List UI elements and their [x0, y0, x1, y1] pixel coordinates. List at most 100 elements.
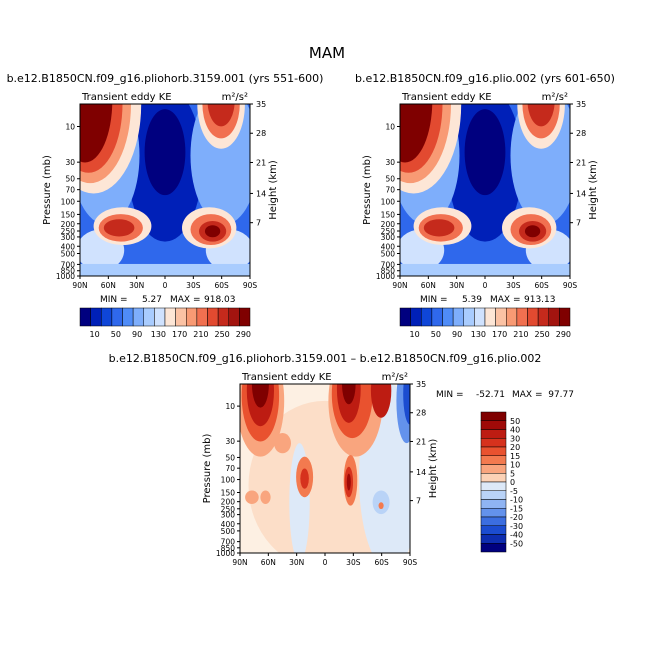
y-tick-label: 200 [381, 220, 396, 229]
y-right-tick-label: 35 [256, 100, 266, 109]
y-right-tick-label: 35 [416, 380, 426, 389]
colorbar-label: 210 [193, 330, 208, 339]
y-tick-label: 100 [381, 197, 396, 206]
y-tick-label: 400 [381, 242, 396, 251]
y-tick-label: 50 [65, 175, 75, 184]
variable-label: Transient eddy KE [241, 372, 332, 383]
x-tick-label: 90S [403, 558, 418, 567]
colorbar-swatch [480, 543, 507, 553]
y-tick-label: 70 [385, 186, 395, 195]
contour-level [378, 502, 384, 510]
colorbar-swatch [196, 307, 208, 327]
y-tick-label: 30 [385, 158, 395, 167]
y-tick-label: 50 [385, 175, 395, 184]
panel-1: b.e12.B1850CN.f09_g16.pliohorb.3159.001 … [7, 72, 324, 339]
y-tick-label: 700 [381, 260, 396, 269]
contour-level [245, 490, 259, 504]
contour-level [260, 490, 271, 504]
y-tick-label: 250 [61, 227, 76, 236]
colorbar-label: 10 [90, 330, 100, 339]
colorbar-swatch [239, 307, 251, 327]
y-tick-label: 500 [61, 249, 76, 258]
y-right-axis-label: Height (km) [268, 160, 279, 220]
colorbar-swatch [463, 307, 475, 327]
contour-level [400, 263, 570, 276]
colorbar-swatch [559, 307, 571, 327]
max-label: MAX = [512, 390, 543, 400]
x-tick-label: 60S [535, 281, 550, 290]
colorbar-swatch [399, 307, 411, 327]
colorbar-swatch [516, 307, 528, 327]
x-tick-label: 60N [261, 558, 276, 567]
colorbar-swatch [480, 534, 507, 544]
y-tick-label: 100 [221, 476, 236, 485]
y-tick-label: 100 [61, 197, 76, 206]
contour-level [80, 104, 113, 163]
colorbar-label: 0 [510, 478, 515, 487]
y-right-tick-label: 28 [576, 129, 586, 138]
colorbar-swatch [480, 490, 507, 500]
colorbar-swatch [228, 307, 240, 327]
colorbar-label: -20 [510, 513, 523, 522]
figure-title: MAM [309, 44, 345, 62]
y-right-tick-label: 21 [256, 158, 266, 167]
colorbar-label: 10 [510, 461, 520, 470]
x-tick-label: 0 [163, 281, 168, 290]
colorbar-swatch [548, 307, 560, 327]
y-right-tick-label: 28 [416, 409, 426, 418]
colorbar-swatch [154, 307, 166, 327]
contour-level [403, 384, 410, 425]
y-tick-label: 200 [221, 498, 236, 507]
colorbar-swatch [480, 481, 507, 491]
x-tick-label: 60S [215, 281, 230, 290]
x-tick-label: 30S [506, 281, 521, 290]
colorbar-swatch [410, 307, 422, 327]
min-value: 5.39 [462, 295, 482, 305]
x-tick-label: 90N [72, 281, 87, 290]
colorbar-label: 40 [510, 426, 520, 435]
units-label: m²/s² [222, 92, 248, 103]
colorbar-label: 90 [452, 330, 462, 339]
colorbar-label: 170 [492, 330, 507, 339]
contour-level [144, 109, 186, 196]
y-tick-label: 250 [221, 505, 236, 514]
colorbar-swatch [175, 307, 187, 327]
contour-level [274, 433, 291, 454]
colorbar-label: -15 [510, 504, 523, 513]
contour-level [370, 384, 392, 418]
y-axis-label: Pressure (mb) [362, 155, 373, 225]
colorbar-label: 20 [510, 443, 520, 452]
colorbar-swatch [480, 455, 507, 465]
colorbar-label: 210 [513, 330, 528, 339]
colorbar-label: 10 [410, 330, 420, 339]
min-value: 5.27 [142, 295, 162, 305]
colorbar-swatch [79, 307, 91, 327]
x-tick-label: 0 [483, 281, 488, 290]
min-value: -52.71 [476, 390, 505, 400]
y-right-tick-label: 14 [256, 189, 266, 198]
contour-level [342, 384, 356, 405]
colorbar-swatch [480, 525, 507, 535]
units-label: m²/s² [382, 372, 408, 383]
y-tick-label: 10 [385, 123, 395, 132]
units-label: m²/s² [542, 92, 568, 103]
y-tick-label: 1000 [216, 549, 235, 558]
y-tick-label: 400 [221, 520, 236, 529]
colorbar-swatch [217, 307, 229, 327]
colorbar-label: -10 [510, 496, 523, 505]
colorbar: 10 50 90 130 170 210 250 290 [399, 307, 571, 339]
y-tick-label: 1000 [56, 272, 75, 281]
y-right-tick-label: 7 [256, 219, 261, 228]
y-right-tick-label: 14 [416, 468, 426, 477]
y-axis-label: Pressure (mb) [42, 155, 53, 225]
colorbar-swatch [480, 429, 507, 439]
colorbar-swatch [90, 307, 102, 327]
y-right-tick-label: 21 [576, 158, 586, 167]
y-right-axis-label: Height (km) [428, 439, 439, 499]
max-value: 918.03 [204, 295, 236, 305]
y-tick-label: 400 [61, 242, 76, 251]
y-tick-label: 50 [225, 453, 235, 462]
contour-level [251, 384, 269, 408]
colorbar-swatch [480, 446, 507, 456]
